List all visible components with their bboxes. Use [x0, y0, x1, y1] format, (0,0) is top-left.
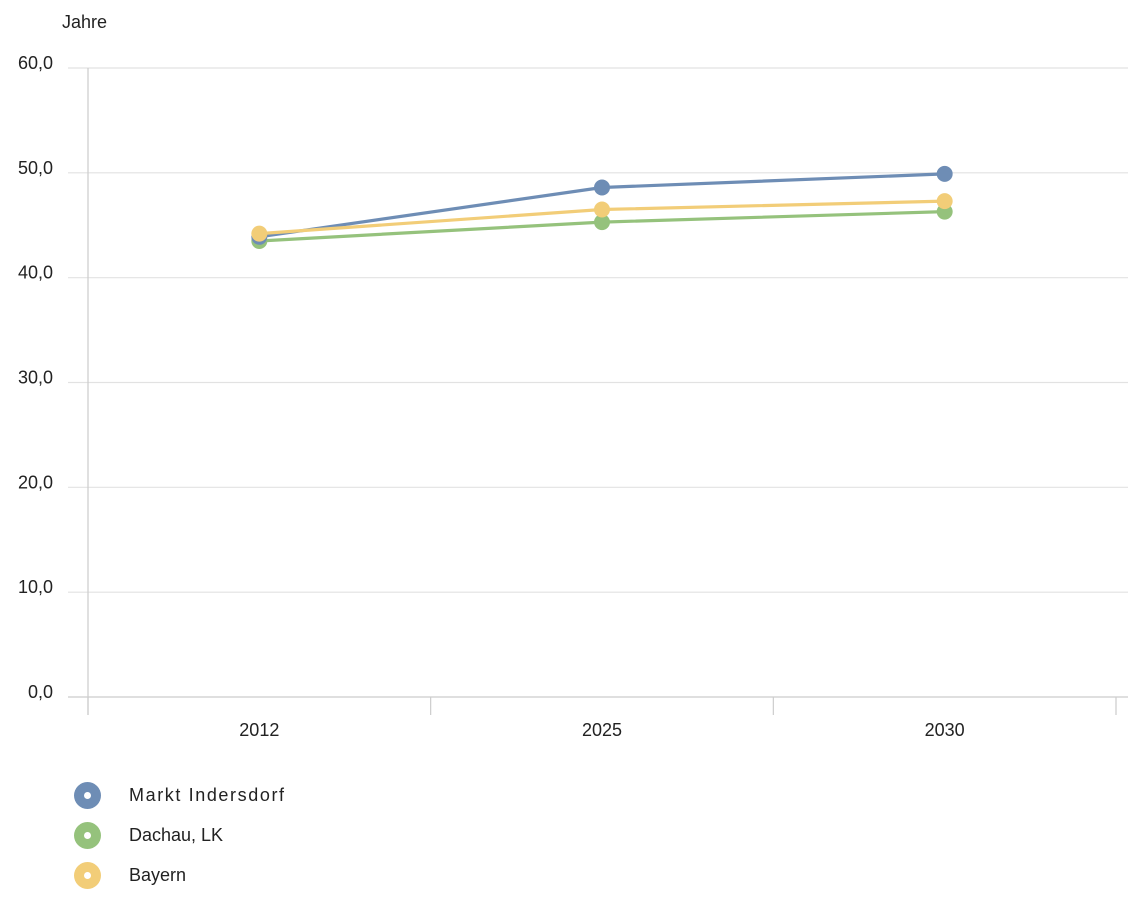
data-point [936, 193, 953, 210]
legend-item-dachau-lk[interactable]: Dachau, LK [74, 822, 286, 849]
data-point [936, 165, 953, 182]
legend-label: Dachau, LK [129, 825, 224, 845]
legend-marker-icon [74, 822, 101, 849]
y-tick-label: 10,0 [18, 577, 53, 597]
legend-label: Markt Indersdorf [129, 785, 286, 805]
legend-item-markt-indersdorf[interactable]: Markt Indersdorf [74, 782, 286, 809]
x-tick-marks [87, 697, 1117, 715]
legend-label: Bayern [129, 865, 187, 885]
y-tick-label: 20,0 [18, 472, 53, 492]
y-tick-label: 0,0 [28, 682, 53, 702]
series-points [251, 165, 953, 249]
y-tick-label: 60,0 [18, 53, 53, 73]
data-point [594, 201, 610, 218]
legend-marker-icon [74, 782, 101, 809]
y-axis-title: Jahre [62, 12, 107, 32]
y-tick-labels: 0,0 10,0 20,0 30,0 40,0 50,0 60,0 [18, 53, 53, 702]
legend-item-bayern[interactable]: Bayern [74, 862, 286, 889]
x-tick-labels: 2012 2025 2030 [239, 720, 964, 740]
y-tick-label: 30,0 [18, 368, 53, 388]
data-point [594, 214, 610, 231]
x-tick-label: 2030 [925, 720, 965, 740]
x-tick-label: 2012 [239, 720, 279, 740]
gridlines [68, 67, 1128, 698]
data-point [594, 179, 610, 196]
legend-marker-icon [74, 862, 101, 889]
y-tick-label: 50,0 [18, 158, 53, 178]
y-tick-label: 40,0 [18, 263, 53, 283]
x-tick-label: 2025 [582, 720, 622, 740]
data-point [251, 225, 268, 242]
legend: Markt Indersdorf Dachau, LK Bayern [74, 782, 286, 902]
